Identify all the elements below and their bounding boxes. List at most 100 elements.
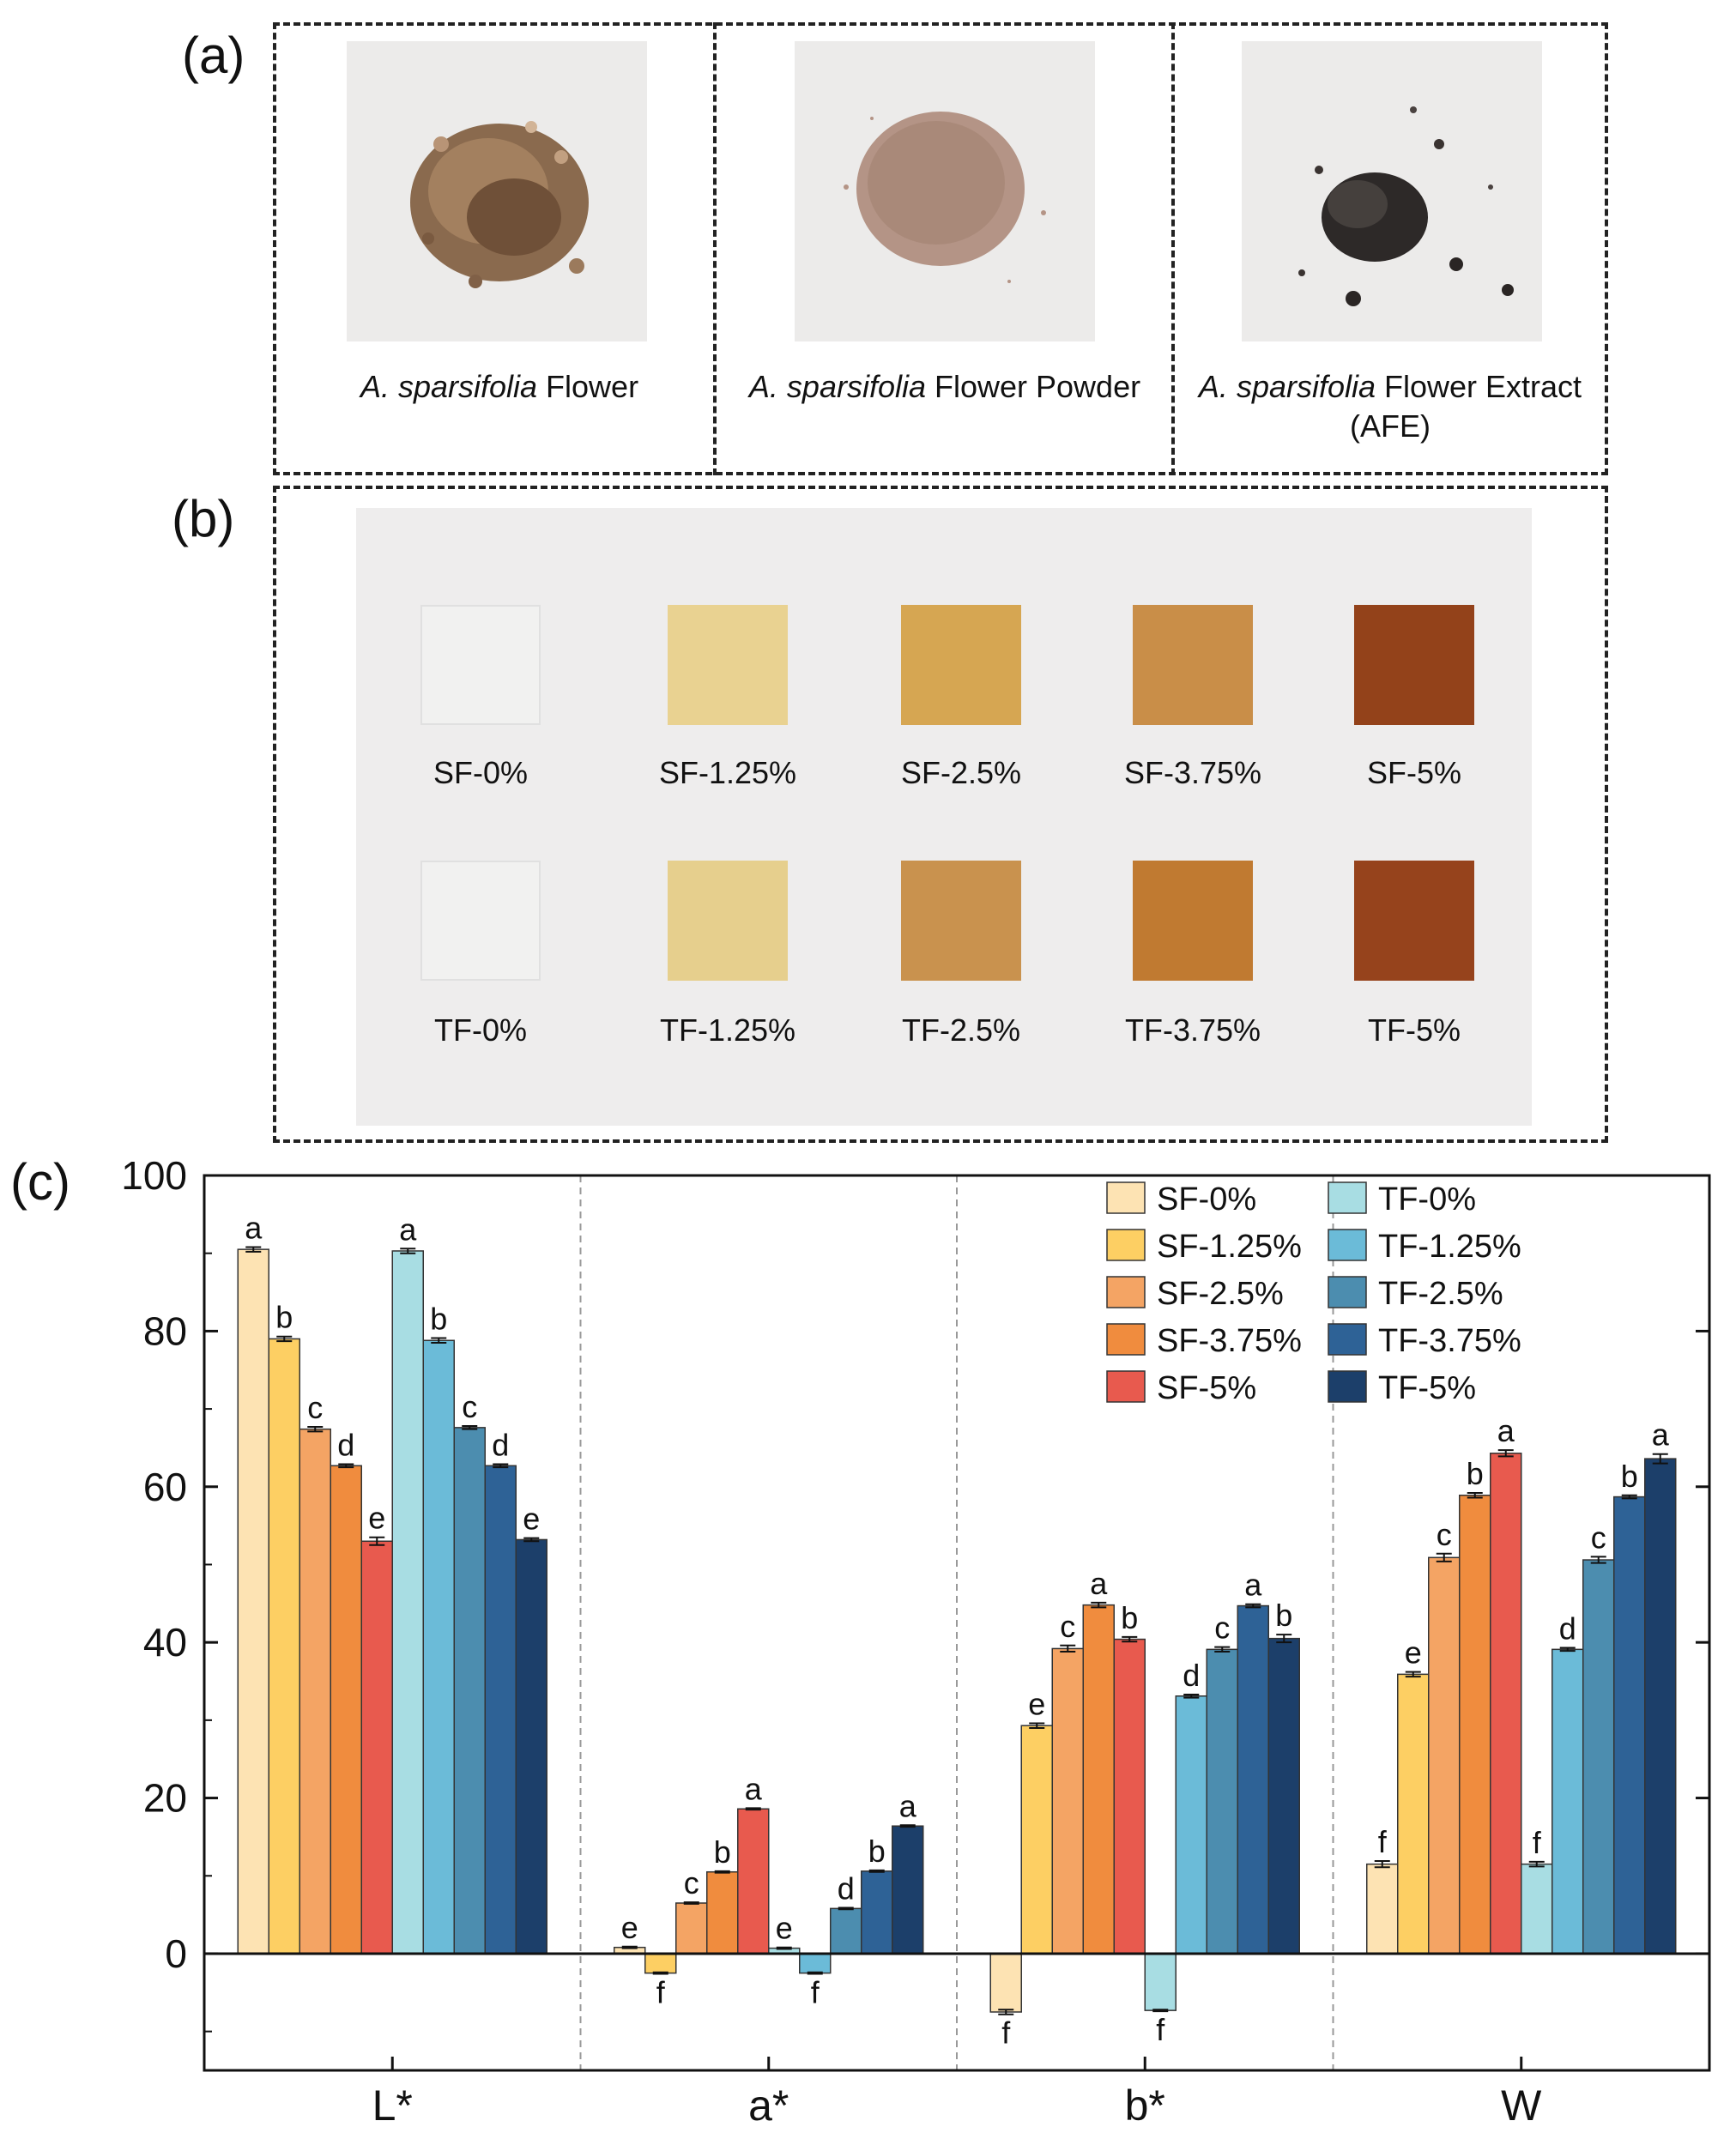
significance-letter: a <box>1090 1566 1108 1601</box>
bar-TF-3.75%-L* <box>484 1465 517 1955</box>
film-swatch-tf-3-75pct <box>1133 861 1253 981</box>
bar-SF-5%-a* <box>737 1808 770 1955</box>
legend-label: TF-1.25% <box>1378 1229 1521 1265</box>
significance-letter: f <box>1001 2015 1011 2051</box>
y-tick-label: 40 <box>143 1620 187 1665</box>
legend-label: SF-0% <box>1157 1181 1256 1218</box>
caption-flower-powder: A. sparsifolia Flower Powder <box>717 367 1172 407</box>
bar-SF-5%-L* <box>360 1540 393 1955</box>
bar-TF-5%-a* <box>892 1825 924 1955</box>
significance-letter: f <box>1378 1824 1388 1859</box>
legend-label: TF-5% <box>1378 1370 1476 1406</box>
bar-SF-2.5%-L* <box>299 1428 331 1955</box>
bar-TF-5%-L* <box>515 1538 547 1955</box>
caption-extract-species: A. sparsifolia <box>1198 369 1376 404</box>
bar-TF-3.75%-b* <box>1237 1604 1269 1955</box>
bar-SF-5%-b* <box>1113 1638 1146 1955</box>
extract-illustration <box>1298 106 1514 306</box>
significance-letter: c <box>1437 1517 1452 1552</box>
significance-letter: b <box>1621 1459 1638 1494</box>
legend-swatch <box>1328 1276 1367 1308</box>
significance-letter: f <box>1533 1825 1542 1860</box>
flower-powder-photo <box>795 41 1095 341</box>
significance-letter: e <box>1028 1686 1045 1721</box>
film-swatch-tf-1-25pct <box>668 861 788 981</box>
legend-swatch <box>1328 1229 1367 1261</box>
significance-letter: a <box>1497 1413 1515 1448</box>
panel-b-label: (b) <box>172 490 235 547</box>
significance-letter: e <box>1405 1635 1422 1671</box>
significance-letter: f <box>1156 2012 1165 2047</box>
film-label: TF-3.75% <box>1124 1012 1261 1048</box>
bar-SF-1.25%-a* <box>644 1953 677 1974</box>
legend-swatch <box>1328 1323 1367 1356</box>
significance-letter: a <box>245 1210 263 1245</box>
x-category-label: b* <box>1125 2082 1165 2130</box>
film-swatch-sf-5pct <box>1354 605 1474 725</box>
caption-flower-text: Flower <box>537 369 639 404</box>
film-swatch-sf-1-25pct <box>668 605 788 725</box>
significance-letter: b <box>868 1834 886 1869</box>
legend-label: SF-2.5% <box>1157 1276 1284 1312</box>
caption-flower-extract: A. sparsifolia Flower Extract (AFE) <box>1176 367 1605 446</box>
bar-TF-1.25%-L* <box>422 1339 455 1955</box>
significance-letter: d <box>1559 1611 1576 1647</box>
panel-a-divider-2 <box>1171 22 1175 475</box>
legend-label: SF-5% <box>1157 1370 1256 1406</box>
film-label: SF-2.5% <box>900 755 1022 790</box>
bar-SF-1.25%-W <box>1397 1673 1430 1955</box>
bar-SF-0%-b* <box>989 1953 1022 2013</box>
caption-powder-text: Flower Powder <box>926 369 1141 404</box>
significance-letter: c <box>1591 1520 1606 1555</box>
film-swatch-tf-5pct <box>1354 861 1474 981</box>
bar-TF-3.75%-W <box>1613 1495 1646 1955</box>
bar-TF-5%-W <box>1644 1458 1677 1955</box>
significance-letter: e <box>368 1501 385 1536</box>
y-tick-label: 80 <box>143 1308 187 1353</box>
legend-label: SF-3.75% <box>1157 1323 1302 1359</box>
significance-letter: a <box>745 1771 763 1806</box>
significance-letter: c <box>1060 1609 1075 1644</box>
bar-SF-3.75%-L* <box>330 1465 362 1955</box>
film-label: SF-5% <box>1366 755 1462 790</box>
flower-illustration <box>410 121 589 288</box>
bar-TF-2.5%-L* <box>453 1427 486 1955</box>
bar-TF-0%-b* <box>1144 1953 1176 2011</box>
panel-a-divider-1 <box>713 22 717 475</box>
y-tick-label: 60 <box>143 1465 187 1509</box>
y-tick-label: 20 <box>143 1776 187 1821</box>
significance-letter: f <box>811 1975 820 2010</box>
legend-swatch <box>1328 1181 1367 1214</box>
bar-TF-2.5%-W <box>1582 1559 1615 1955</box>
flower-photo <box>347 41 647 341</box>
bar-SF-3.75%-b* <box>1082 1604 1115 1955</box>
significance-letter: e <box>523 1502 540 1537</box>
significance-letter: d <box>1183 1658 1200 1693</box>
significance-letter: a <box>1652 1417 1670 1453</box>
y-tick-label: 100 <box>121 1153 187 1198</box>
bar-SF-5%-W <box>1490 1453 1522 1955</box>
significance-letter: f <box>656 1975 666 2010</box>
film-swatch-tf-2-5pct <box>901 861 1021 981</box>
significance-letter: c <box>307 1390 323 1425</box>
panel-b-frame <box>273 486 1608 1143</box>
film-label: TF-5% <box>1368 1012 1461 1048</box>
significance-letter: d <box>492 1427 509 1462</box>
caption-extract-text: Flower Extract <box>1376 369 1582 404</box>
legend-swatch <box>1106 1323 1146 1356</box>
caption-flower-species: A. sparsifolia <box>360 369 538 404</box>
bar-SF-1.25%-b* <box>1020 1725 1053 1955</box>
panel-c-label: (c) <box>10 1153 70 1211</box>
bar-TF-0%-W <box>1521 1863 1553 1955</box>
film-label: TF-0% <box>434 1012 527 1048</box>
film-swatch-sf-0pct <box>420 605 541 725</box>
bar-TF-1.25%-b* <box>1175 1695 1207 1955</box>
bar-TF-2.5%-a* <box>830 1907 862 1955</box>
bar-TF-0%-L* <box>391 1250 424 1955</box>
x-category-label: a* <box>748 2082 789 2130</box>
significance-letter: a <box>1244 1568 1262 1603</box>
bar-SF-2.5%-b* <box>1051 1647 1084 1955</box>
legend-label: TF-0% <box>1378 1181 1476 1218</box>
significance-letter: e <box>621 1910 638 1945</box>
